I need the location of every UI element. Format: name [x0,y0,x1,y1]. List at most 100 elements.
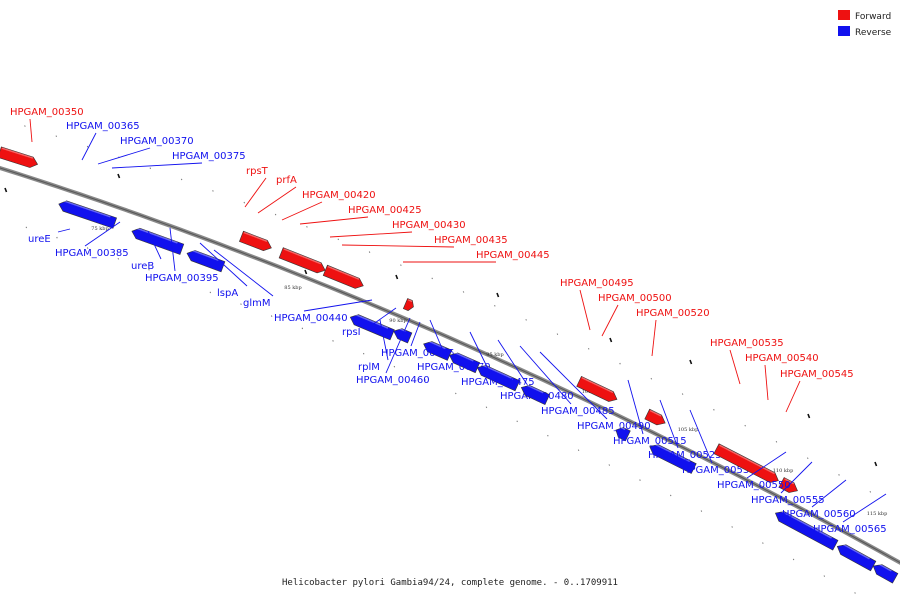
gene-uree-label[interactable]: ureE [28,234,51,245]
major-tick [4,187,8,193]
gene-hpgam-00475-leader [469,331,492,376]
gene-hpgam-00385-label[interactable]: HPGAM_00385 [55,248,129,259]
tick-label: 105 kbp [678,427,699,433]
scale-dot [86,247,89,249]
gene-hpgam-00525-label[interactable]: HPGAM_00525 [648,450,722,461]
gene-hpgam-00540-label[interactable]: HPGAM_00540 [745,353,819,364]
gene-hpgam-00445-arrow[interactable] [402,298,414,311]
scale-dot [485,406,488,409]
gene-hpgam-00550-leader [746,451,787,479]
scale-dot [212,190,214,192]
gene-rpst-arrow[interactable] [239,230,272,252]
gene-prfa-label[interactable]: prfA [276,175,297,186]
gene-hpgam-00440-arrow[interactable] [349,312,395,341]
gene-glmm-label[interactable]: glmM [243,298,271,309]
gene-hpgam-00430-label[interactable]: HPGAM_00430 [392,220,466,231]
scale-dot [838,474,840,476]
gene-hpgam-00560-label[interactable]: HPGAM_00560 [782,509,856,520]
scale-dot [762,542,764,544]
gene-hpgam-00525-arrow[interactable] [649,442,697,474]
gene-hpgam-00535-arrow[interactable] [713,443,779,483]
gene-hpgam-00500-leader [601,304,619,337]
gene-hpgam-00495-arrow[interactable] [576,376,618,402]
gene-hpgam-00485-arrow[interactable] [520,383,550,405]
scale-dot [178,280,181,282]
gene-hpgam-00550-label[interactable]: HPGAM_00550 [717,480,791,491]
scale-dot [393,365,396,368]
scale-dot [56,236,58,239]
scale-dot [806,457,809,460]
scale-dot [362,352,365,355]
gene-hpgam-00440-label[interactable]: HPGAM_00440 [274,313,348,324]
gene-hpgam-00530-label[interactable]: HPGAM_00530 [682,465,756,476]
gene-hpgam-00465-label[interactable]: HPGAM_00465 [381,348,455,359]
scale-dot [86,145,89,148]
tick-label: 90 kbp [389,318,406,324]
gene-hpgam-00350-arrow[interactable] [0,146,39,168]
major-tick [395,274,399,280]
gene-hpgam-00425-arrow[interactable] [322,264,364,289]
gene-hpgam-00545-label[interactable]: HPGAM_00545 [780,369,854,380]
scale-dot [400,264,402,266]
major-tick [689,359,693,365]
gene-hpgam-00515-arrow[interactable] [615,425,631,442]
scale-dot [608,464,611,466]
gene-hpgam-00425-label[interactable]: HPGAM_00425 [348,205,422,216]
tick-label: 95 kbp [486,352,503,358]
gene-hpgam-00470-leader [429,319,448,361]
gene-hpgam-00460-label[interactable]: HPGAM_00460 [356,375,430,386]
gene-lspa-label[interactable]: lspA [217,288,238,299]
gene-uree-leader [57,228,71,233]
gene-hpgam-00420-arrow[interactable] [278,247,326,274]
gene-hpgam-00555-label[interactable]: HPGAM_00555 [751,495,825,506]
gene-hpgam-00535-leader [729,349,741,385]
gene-ureb-arrow[interactable] [131,226,185,255]
gene-hpgam-00475-label[interactable]: HPGAM_00475 [461,377,535,388]
gene-ureb-label[interactable]: ureB [131,261,154,272]
gene-hpgam-00535-label[interactable]: HPGAM_00535 [710,338,784,349]
scale-dot [775,440,778,443]
gene-hpgam-00475-arrow[interactable] [476,363,521,392]
scale-dot [556,333,559,336]
gene-hpgam-00515-leader [627,379,644,435]
gene-lspa-arrow[interactable] [186,248,226,273]
gene-hpgam-00420-label[interactable]: HPGAM_00420 [302,190,376,201]
gene-hpgam-00365-label[interactable]: HPGAM_00365 [66,121,140,132]
gene-hpgam-00485-label[interactable]: HPGAM_00485 [541,406,615,417]
scale-dot [869,490,872,493]
gene-hpgam-00395-leader [169,227,176,272]
gene-hpgam-00370-label[interactable]: HPGAM_00370 [120,136,194,147]
gene-hpgam-00445-label[interactable]: HPGAM_00445 [476,250,550,261]
scale-dot [431,277,433,280]
tick-label: 85 kbp [284,285,301,291]
gene-hpgam-00515-label[interactable]: HPGAM_00515 [613,436,687,447]
gene-hpgam-00375-label[interactable]: HPGAM_00375 [172,151,246,162]
scale-dot [424,379,426,381]
gene-hpgam-00470-arrow[interactable] [449,350,481,374]
gene-hpgam-00560-arrow[interactable] [836,542,877,572]
gene-hpgam-00550-arrow[interactable] [774,508,839,551]
genome-backbone-core [0,167,900,564]
gene-rpst-label[interactable]: rpsT [246,166,269,177]
gene-hpgam-00520-label[interactable]: HPGAM_00520 [636,308,710,319]
gene-hpgam-00435-label[interactable]: HPGAM_00435 [434,235,508,246]
scale-dot [681,393,684,395]
gene-hpgam-00565-arrow[interactable] [872,562,899,584]
gene-hpgam-00425-leader [299,216,369,225]
gene-hpgam-00565-label[interactable]: HPGAM_00565 [813,524,887,535]
gene-hpgam-00350-label[interactable]: HPGAM_00350 [10,107,84,118]
scale-dot [332,340,334,342]
gene-rpsi-label[interactable]: rpsI [342,327,361,338]
gene-rpsi-arrow[interactable] [393,326,413,344]
gene-hpgam-00500-label[interactable]: HPGAM_00500 [598,293,672,304]
gene-hpgam-00490-label[interactable]: HPGAM_00490 [577,421,651,432]
gene-hpgam-00520-arrow[interactable] [644,408,666,426]
gene-hpgam-00470-label[interactable]: HPGAM_00470 [417,362,491,373]
gene-hpgam-00350-leader [29,118,33,143]
scale-dot [669,494,672,497]
gene-rplm-label[interactable]: rplM [358,362,380,373]
gene-rpst-leader [244,177,267,208]
gene-hpgam-00480-leader [497,339,531,390]
gene-hpgam-00395-label[interactable]: HPGAM_00395 [145,273,219,284]
gene-hpgam-00495-label[interactable]: HPGAM_00495 [560,278,634,289]
